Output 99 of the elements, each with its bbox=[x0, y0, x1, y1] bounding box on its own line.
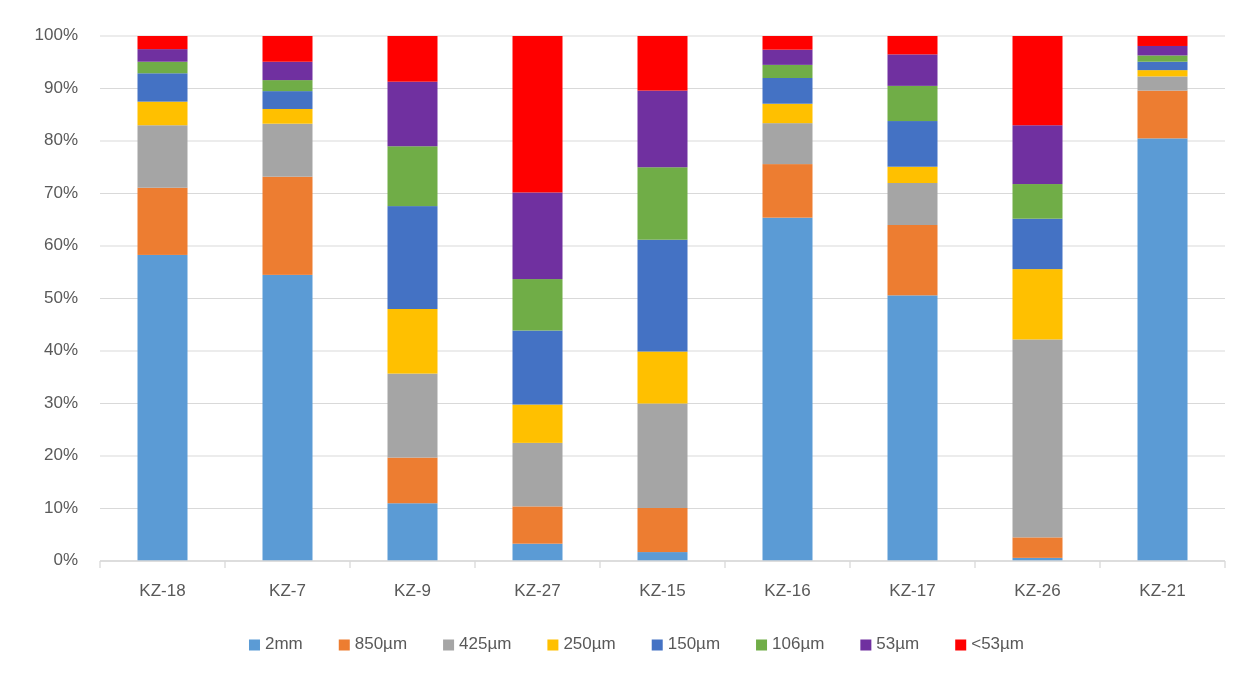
bar bbox=[637, 167, 688, 240]
bar bbox=[637, 351, 688, 404]
bar bbox=[1137, 45, 1188, 56]
bar bbox=[137, 61, 188, 74]
bar bbox=[262, 36, 313, 62]
bar bbox=[887, 225, 938, 296]
bar bbox=[137, 187, 188, 255]
bar bbox=[762, 78, 813, 104]
legend-label: 106µm bbox=[772, 634, 825, 654]
bar bbox=[1012, 218, 1063, 270]
bar bbox=[1012, 537, 1063, 558]
legend-label: 850µm bbox=[354, 634, 408, 654]
y-tick-label: 50% bbox=[43, 287, 78, 307]
y-tick-label: 70% bbox=[43, 182, 78, 202]
x-tick-label: KZ-18 bbox=[139, 581, 186, 601]
bar bbox=[1137, 61, 1188, 71]
y-tick-label: 20% bbox=[43, 445, 78, 465]
bar bbox=[512, 506, 563, 544]
bar bbox=[1137, 90, 1188, 139]
x-tick-label: KZ-26 bbox=[1014, 581, 1061, 601]
bar bbox=[262, 123, 313, 177]
bar bbox=[137, 73, 188, 102]
bar bbox=[887, 36, 938, 55]
bar bbox=[762, 36, 813, 50]
bar bbox=[887, 166, 938, 183]
bar bbox=[387, 373, 438, 458]
bar bbox=[762, 103, 813, 124]
x-tick-label: KZ-9 bbox=[394, 581, 431, 601]
bar bbox=[137, 254, 188, 561]
bar bbox=[137, 101, 188, 126]
x-tick-label: KZ-7 bbox=[269, 581, 306, 601]
x-tick-label: KZ-21 bbox=[1139, 581, 1186, 601]
bar bbox=[387, 457, 438, 504]
y-tick-label: 90% bbox=[43, 77, 78, 97]
bar bbox=[262, 91, 313, 109]
bar bbox=[1012, 339, 1063, 538]
bar bbox=[1137, 55, 1188, 62]
bar bbox=[262, 80, 313, 92]
y-tick-label: 80% bbox=[43, 130, 78, 150]
bar bbox=[512, 36, 563, 193]
legend-label: 250µm bbox=[563, 634, 616, 654]
legend-label: 425µm bbox=[459, 634, 512, 654]
bar bbox=[887, 183, 938, 225]
bar bbox=[887, 295, 938, 561]
bar bbox=[387, 309, 438, 374]
bar bbox=[512, 279, 563, 331]
bar bbox=[512, 543, 563, 561]
bar bbox=[762, 64, 813, 78]
bar bbox=[887, 54, 938, 86]
bar bbox=[262, 108, 313, 124]
y-tick-label: 0% bbox=[53, 550, 78, 570]
bar bbox=[1137, 70, 1188, 77]
bar bbox=[512, 404, 563, 443]
bar bbox=[387, 146, 438, 207]
bar bbox=[887, 121, 938, 167]
bar bbox=[1012, 36, 1063, 126]
y-tick-label: 100% bbox=[34, 25, 78, 45]
bar bbox=[1137, 138, 1188, 561]
bar bbox=[637, 239, 688, 352]
bar bbox=[637, 507, 688, 553]
y-tick-label: 30% bbox=[43, 392, 78, 412]
bar bbox=[262, 61, 313, 81]
bar bbox=[262, 274, 313, 561]
bar bbox=[137, 125, 188, 188]
bar bbox=[512, 192, 563, 280]
legend-label: 53µm bbox=[876, 634, 920, 654]
bar bbox=[387, 206, 438, 309]
x-tick-label: KZ-17 bbox=[889, 581, 936, 601]
x-tick-label: KZ-15 bbox=[639, 581, 686, 601]
x-tick-label: KZ-16 bbox=[764, 581, 811, 601]
y-tick-label: 40% bbox=[43, 340, 78, 360]
bar bbox=[137, 49, 188, 62]
y-tick-label: 60% bbox=[43, 235, 78, 255]
bar bbox=[637, 36, 688, 91]
bar bbox=[512, 330, 563, 405]
bar bbox=[262, 176, 313, 275]
legend-label: 2mm bbox=[264, 634, 303, 654]
bar bbox=[387, 81, 438, 147]
bar bbox=[1012, 125, 1063, 185]
bar bbox=[637, 90, 688, 168]
bar bbox=[512, 442, 563, 507]
bar bbox=[387, 36, 438, 82]
legend-label: <53µm bbox=[971, 634, 1025, 654]
bar bbox=[1012, 184, 1063, 219]
legend-label: 150µm bbox=[667, 634, 721, 654]
bar bbox=[762, 164, 813, 218]
x-tick-label: KZ-27 bbox=[514, 581, 561, 601]
y-tick-label: 10% bbox=[43, 497, 78, 517]
bar bbox=[762, 123, 813, 165]
bar bbox=[762, 217, 813, 561]
bar bbox=[1137, 76, 1188, 91]
bar bbox=[387, 503, 438, 561]
bar bbox=[637, 552, 688, 561]
bar bbox=[1012, 269, 1063, 340]
bar bbox=[1137, 36, 1188, 46]
bar bbox=[762, 49, 813, 65]
bar bbox=[137, 36, 188, 50]
bar bbox=[887, 85, 938, 122]
bar bbox=[637, 403, 688, 508]
